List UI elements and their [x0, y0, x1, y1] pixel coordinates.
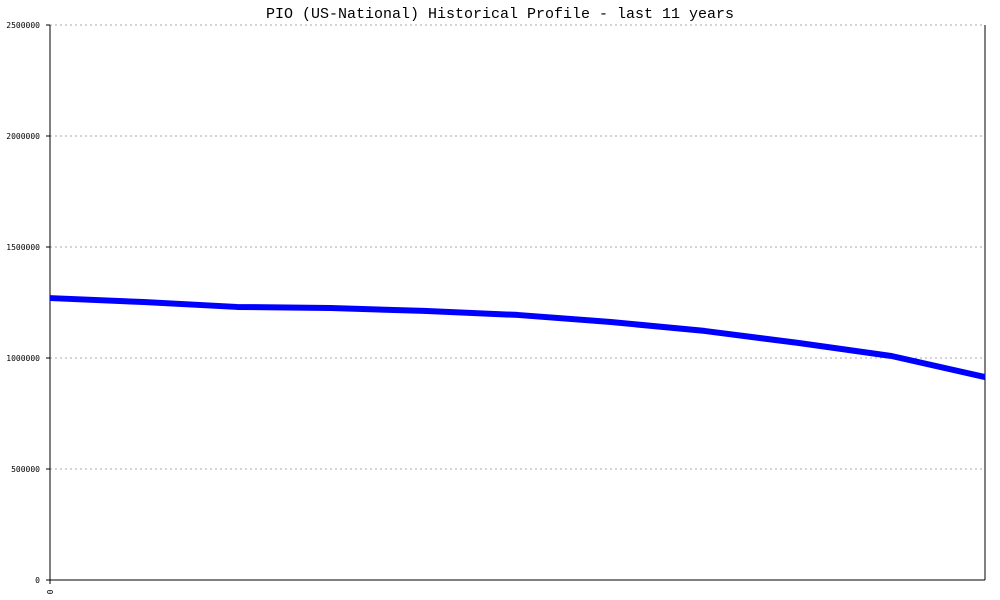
x-tick-label: 0: [46, 589, 55, 594]
y-tick-label: 1500000: [6, 243, 40, 252]
y-tick-label: 0: [35, 576, 40, 585]
y-tick-label: 2500000: [6, 21, 40, 30]
chart-title: PIO (US-National) Historical Profile - l…: [266, 6, 734, 23]
line-series: [49, 295, 986, 381]
y-tick-label: 1000000: [6, 354, 40, 363]
y-tick-label: 500000: [11, 465, 40, 474]
y-tick-label: 2000000: [6, 132, 40, 141]
